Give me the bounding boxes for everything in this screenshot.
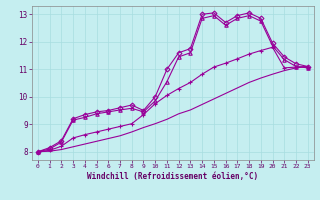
X-axis label: Windchill (Refroidissement éolien,°C): Windchill (Refroidissement éolien,°C) bbox=[87, 172, 258, 181]
